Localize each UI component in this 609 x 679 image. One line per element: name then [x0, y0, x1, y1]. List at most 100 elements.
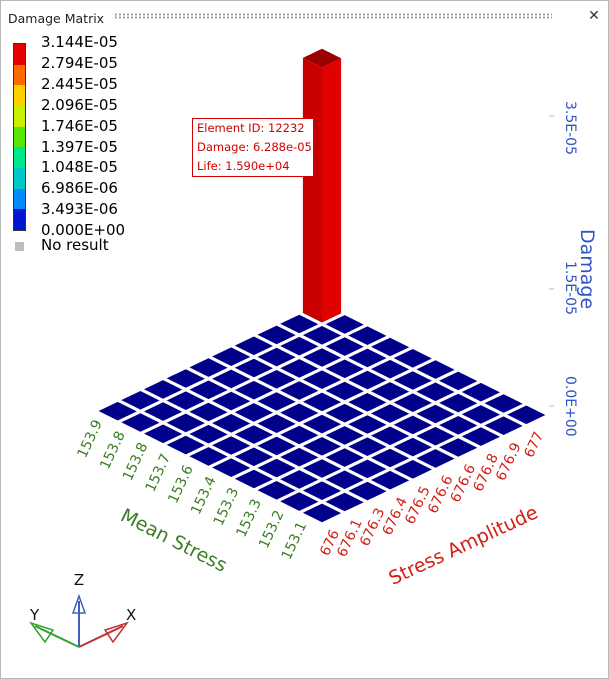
matrix-cell	[302, 348, 342, 367]
mean-stress-tick: 153.7	[143, 452, 174, 495]
legend-value-label: 2.445E-05	[41, 74, 118, 93]
matrix-cell	[439, 416, 478, 435]
matrix-cell	[257, 370, 296, 389]
matrix-cell	[348, 393, 387, 412]
triad-z-arrow	[71, 593, 87, 614]
legend-color-segment	[14, 64, 25, 86]
drag-grip[interactable]	[114, 13, 552, 19]
triad-y-line	[34, 625, 80, 648]
matrix-cell	[166, 413, 205, 433]
matrix-cell	[234, 358, 273, 378]
close-icon[interactable]: ✕	[588, 8, 600, 24]
matrix-cell	[325, 470, 364, 490]
matrix-cell	[166, 435, 205, 455]
damage-axis-tick: 0.0E+00	[562, 376, 578, 437]
matrix-cell	[257, 347, 296, 367]
matrix-cell	[371, 404, 410, 423]
mean-stress-tick: 153.8	[97, 429, 128, 472]
matrix-cell	[302, 414, 342, 434]
matrix-cell	[257, 392, 296, 411]
matrix-cell	[325, 315, 364, 334]
damage-axis-tick: 1.5E-05	[562, 261, 578, 315]
matrix-cell	[234, 380, 273, 400]
matrix-cell	[234, 336, 273, 356]
matrix-cell	[439, 393, 478, 413]
matrix-cell	[144, 402, 183, 421]
damage-bar-right-face	[322, 58, 342, 323]
matrix-cell	[280, 403, 319, 423]
matrix-cell	[280, 470, 319, 489]
legend-color-segment	[14, 209, 25, 231]
legend-color-segment	[14, 147, 25, 169]
matrix-cell	[461, 382, 500, 402]
triad-z-label: Z	[74, 571, 84, 589]
legend-value-label: 1.746E-05	[41, 116, 118, 135]
matrix-cell	[393, 415, 432, 435]
matrix-cell	[212, 436, 251, 455]
matrix-cell	[371, 470, 410, 490]
matrix-cell	[371, 448, 410, 468]
triad-y-arrow	[29, 621, 55, 644]
title-bar[interactable]: Damage Matrix ✕	[1, 1, 608, 31]
matrix-cell	[325, 492, 364, 512]
triad-x-line	[78, 625, 124, 648]
legend-value-label: 1.397E-05	[41, 137, 118, 156]
matrix-cell	[302, 503, 342, 523]
matrix-cell	[416, 449, 455, 468]
matrix-cell	[212, 391, 251, 411]
matrix-cell	[439, 371, 478, 391]
matrix-cell	[461, 427, 500, 446]
matrix-cell	[325, 337, 364, 356]
legend-value-label: 3.493E-06	[41, 200, 118, 219]
matrix-cell	[280, 425, 319, 445]
matrix-cell	[234, 425, 273, 444]
matrix-cell	[484, 394, 523, 413]
mean-stress-tick: 153.2	[256, 508, 287, 551]
no-result-label: No result	[41, 236, 109, 254]
matrix-cell	[121, 413, 160, 432]
legend-value-label: 3.144E-05	[41, 33, 118, 51]
damage-axis-tick: 3.5E-05	[562, 101, 578, 155]
matrix-cell	[302, 459, 342, 478]
matrix-cell	[393, 437, 432, 457]
matrix-cell	[166, 369, 205, 388]
legend-color-segment	[14, 106, 25, 128]
matrix-cell	[302, 481, 342, 500]
matrix-cell	[371, 337, 410, 357]
matrix-cell	[212, 369, 251, 389]
matrix-cell	[189, 447, 228, 466]
matrix-cell	[280, 447, 319, 467]
matrix-cell	[189, 358, 228, 377]
matrix-cell	[325, 448, 364, 467]
matrix-cell	[189, 424, 228, 444]
triad-x-label: X	[126, 606, 136, 624]
matrix-cell	[144, 424, 183, 444]
mean-stress-tick: 153.1	[279, 519, 310, 562]
matrix-cell	[348, 437, 387, 456]
matrix-cells	[98, 303, 546, 523]
matrix-cell	[393, 371, 432, 390]
axis-triad: X Y Z	[29, 571, 136, 648]
legend-color-segment	[14, 188, 25, 210]
matrix-cell	[461, 405, 500, 424]
matrix-cell	[302, 326, 342, 345]
legend-value-label: 0.000E+00	[41, 221, 126, 240]
legend-value-label: 6.986E-06	[41, 179, 118, 198]
legend-color-segment	[14, 126, 25, 148]
legend-value-label: 2.794E-05	[41, 53, 118, 72]
matrix-cell	[302, 392, 342, 412]
matrix-cell	[325, 426, 364, 445]
matrix-cell	[257, 414, 296, 433]
matrix-cell	[280, 314, 319, 334]
matrix-cell	[302, 370, 342, 389]
matrix-cell	[212, 414, 251, 433]
legend-color-segment	[14, 44, 25, 66]
no-result-swatch	[15, 242, 24, 251]
element-annotation: Element ID: 12232 Damage: 6.288e-05 Life…	[192, 118, 314, 177]
triad-x-arrow	[103, 621, 129, 644]
matrix-cell	[234, 403, 273, 422]
matrix-cell	[348, 481, 387, 501]
matrix-cell	[416, 360, 455, 379]
matrix-cell	[234, 469, 273, 489]
